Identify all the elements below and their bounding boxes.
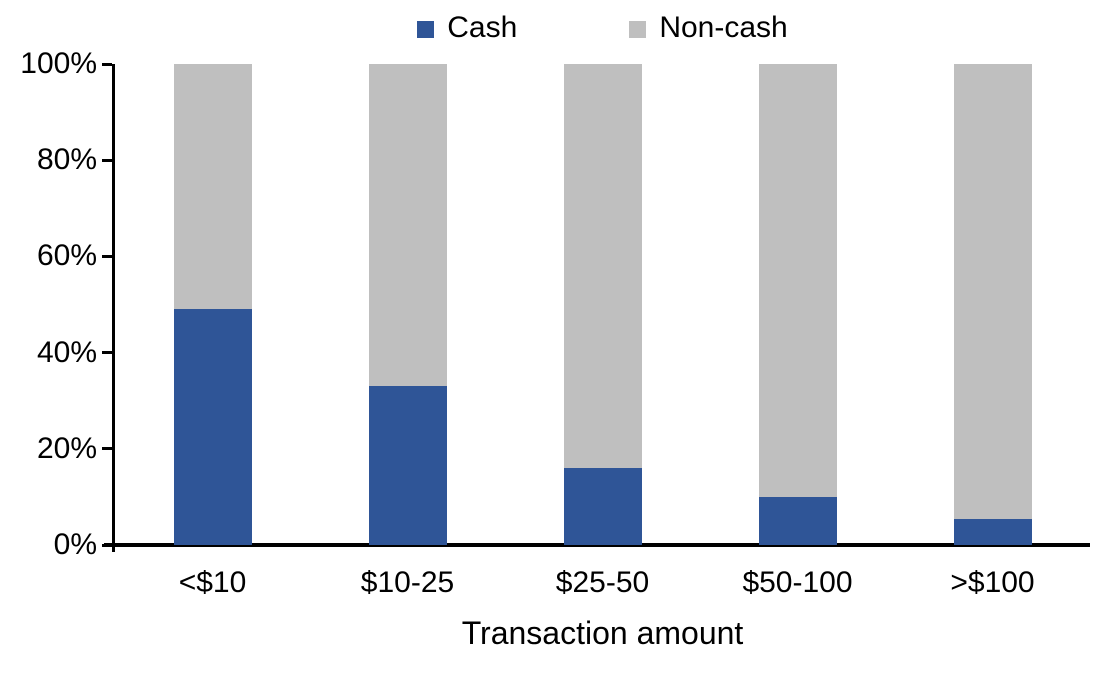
bar-50-100 — [758, 64, 837, 545]
y-tick-label-80pct: 80% — [36, 143, 97, 177]
bar-segment-cash-50-100 — [758, 496, 837, 545]
y-tick-100pct — [102, 62, 112, 66]
y-tick-label-20pct: 20% — [36, 431, 97, 465]
y-tick-60pct — [102, 254, 112, 258]
y-tick-0pct — [102, 543, 112, 547]
plot-area — [115, 64, 1090, 545]
bar-segment-cash-10-25 — [368, 386, 447, 545]
legend-swatch-non-cash — [629, 20, 647, 38]
y-tick-40pct — [102, 351, 112, 355]
bar-segment-cash-10 — [173, 309, 252, 545]
y-tick-80pct — [102, 158, 112, 162]
bar-segment-non-cash-50-100 — [758, 64, 837, 497]
y-tick-label-0pct: 0% — [53, 528, 97, 561]
x-axis-labels: <$10 $10-25 $25-50 $50-100 >$100 — [115, 566, 1090, 600]
legend-label-non-cash: Non-cash — [659, 11, 788, 44]
x-label-10: <$10 — [178, 566, 247, 599]
y-axis-line — [112, 64, 115, 552]
y-tick-label-100pct: 100% — [20, 47, 97, 80]
x-label-100: >$100 — [950, 566, 1035, 599]
legend: Cash Non-cash — [115, 8, 1090, 48]
bar-segment-non-cash-10 — [173, 64, 252, 310]
x-axis-line — [104, 543, 1090, 547]
y-tick-label-60pct: 60% — [36, 239, 97, 273]
bar-100 — [953, 64, 1032, 545]
bar-segment-non-cash-100 — [953, 64, 1032, 519]
bar-segment-cash-100 — [953, 518, 1032, 545]
bar-segment-non-cash-10-25 — [368, 64, 447, 387]
bar-25-50 — [563, 64, 642, 545]
x-label-25-50: $25-50 — [555, 566, 650, 599]
x-axis-title: Transaction amount — [461, 615, 744, 651]
x-label-50-100: $50-100 — [742, 566, 853, 599]
legend-label-cash: Cash — [447, 11, 518, 44]
bar-10-25 — [368, 64, 447, 545]
bar-segment-cash-25-50 — [563, 468, 642, 545]
bar-segment-non-cash-25-50 — [563, 64, 642, 469]
x-label-10-25: $10-25 — [360, 566, 455, 599]
bar-10 — [173, 64, 252, 545]
legend-item-cash: Cash — [417, 11, 517, 45]
legend-item-non-cash: Non-cash — [629, 11, 788, 45]
y-tick-label-40pct: 40% — [36, 335, 97, 369]
y-tick-20pct — [102, 447, 112, 451]
legend-swatch-cash — [417, 20, 435, 38]
